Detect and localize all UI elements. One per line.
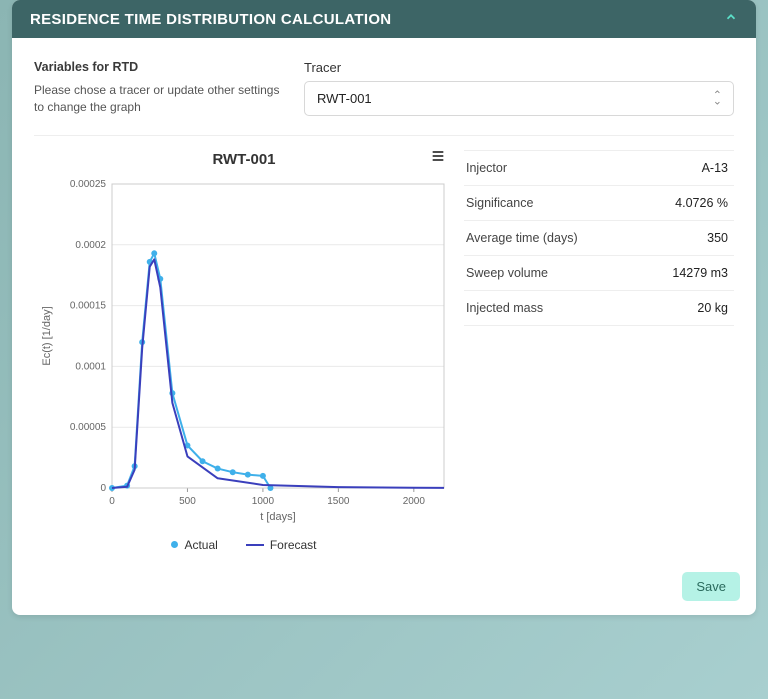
legend-item-forecast[interactable]: Forecast [246,538,317,552]
collapse-icon[interactable] [724,10,738,28]
svg-text:1500: 1500 [327,496,350,507]
results-table: Injector A-13 Significance 4.0726 % Average … [464,146,734,552]
main-area: RWT-001 0 0.00005 0.0001 0.00015 0.0002 0.000… [34,135,734,552]
svg-text:0: 0 [100,483,106,494]
card-body: Variables for RTD Please chose a tracer … [12,38,756,562]
chart-title: RWT-001 [212,151,275,168]
svg-text:0: 0 [109,496,115,507]
results-key: Significance [466,196,533,210]
legend-label-actual: Actual [184,538,217,552]
tracer-label: Tracer [304,60,734,75]
results-value: 14279 m3 [672,266,728,280]
variables-title: Variables for RTD [34,60,284,74]
svg-text:0.0002: 0.0002 [75,240,106,251]
svg-text:Ec(t) [1/day]: Ec(t) [1/day] [41,306,53,365]
chart-header: RWT-001 [34,146,454,174]
chart-menu-icon[interactable] [430,148,446,169]
card-footer: Save [12,562,756,615]
svg-text:0.00015: 0.00015 [70,300,107,311]
results-key: Injector [466,161,507,175]
chart-panel: RWT-001 0 0.00005 0.0001 0.00015 0.0002 0.000… [34,146,454,552]
legend-item-actual[interactable]: Actual [171,538,217,552]
results-row: Injector A-13 [464,150,734,186]
results-row: Significance 4.0726 % [464,186,734,221]
results-row: Average time (days) 350 [464,221,734,256]
svg-text:1000: 1000 [252,496,275,507]
card-header[interactable]: RESIDENCE TIME DISTRIBUTION CALCULATION [12,0,756,38]
tracer-select[interactable]: RWT-001 [304,81,734,116]
results-row: Injected mass 20 kg [464,291,734,326]
results-key: Injected mass [466,301,543,315]
legend-label-forecast: Forecast [270,538,317,552]
results-row: Sweep volume 14279 m3 [464,256,734,291]
tracer-field: Tracer RWT-001 ⌃⌄ [304,60,734,117]
chart-legend: Actual Forecast [34,538,454,552]
results-key: Average time (days) [466,231,578,245]
svg-text:500: 500 [179,496,196,507]
tracer-select-wrap: RWT-001 ⌃⌄ [304,81,734,116]
results-value: 350 [707,231,728,245]
legend-marker-actual [171,541,178,548]
svg-text:t [days]: t [days] [260,511,295,523]
rtd-card: RESIDENCE TIME DISTRIBUTION CALCULATION … [12,0,756,615]
results-value: 4.0726 % [675,196,728,210]
settings-row: Variables for RTD Please chose a tracer … [34,60,734,117]
save-button[interactable]: Save [682,572,740,601]
card-title: RESIDENCE TIME DISTRIBUTION CALCULATION [30,11,391,28]
variables-info: Variables for RTD Please chose a tracer … [34,60,284,117]
svg-text:2000: 2000 [403,496,426,507]
variables-description: Please chose a tracer or update other se… [34,82,284,117]
svg-text:0.00025: 0.00025 [70,179,107,190]
legend-marker-forecast [246,544,264,546]
results-key: Sweep volume [466,266,548,280]
svg-text:0.0001: 0.0001 [75,361,106,372]
svg-text:0.00005: 0.00005 [70,422,107,433]
results-value: 20 kg [697,301,728,315]
results-value: A-13 [702,161,728,175]
rtd-chart: 0 0.00005 0.0001 0.00015 0.0002 0.00025 0 500 10… [34,174,454,534]
